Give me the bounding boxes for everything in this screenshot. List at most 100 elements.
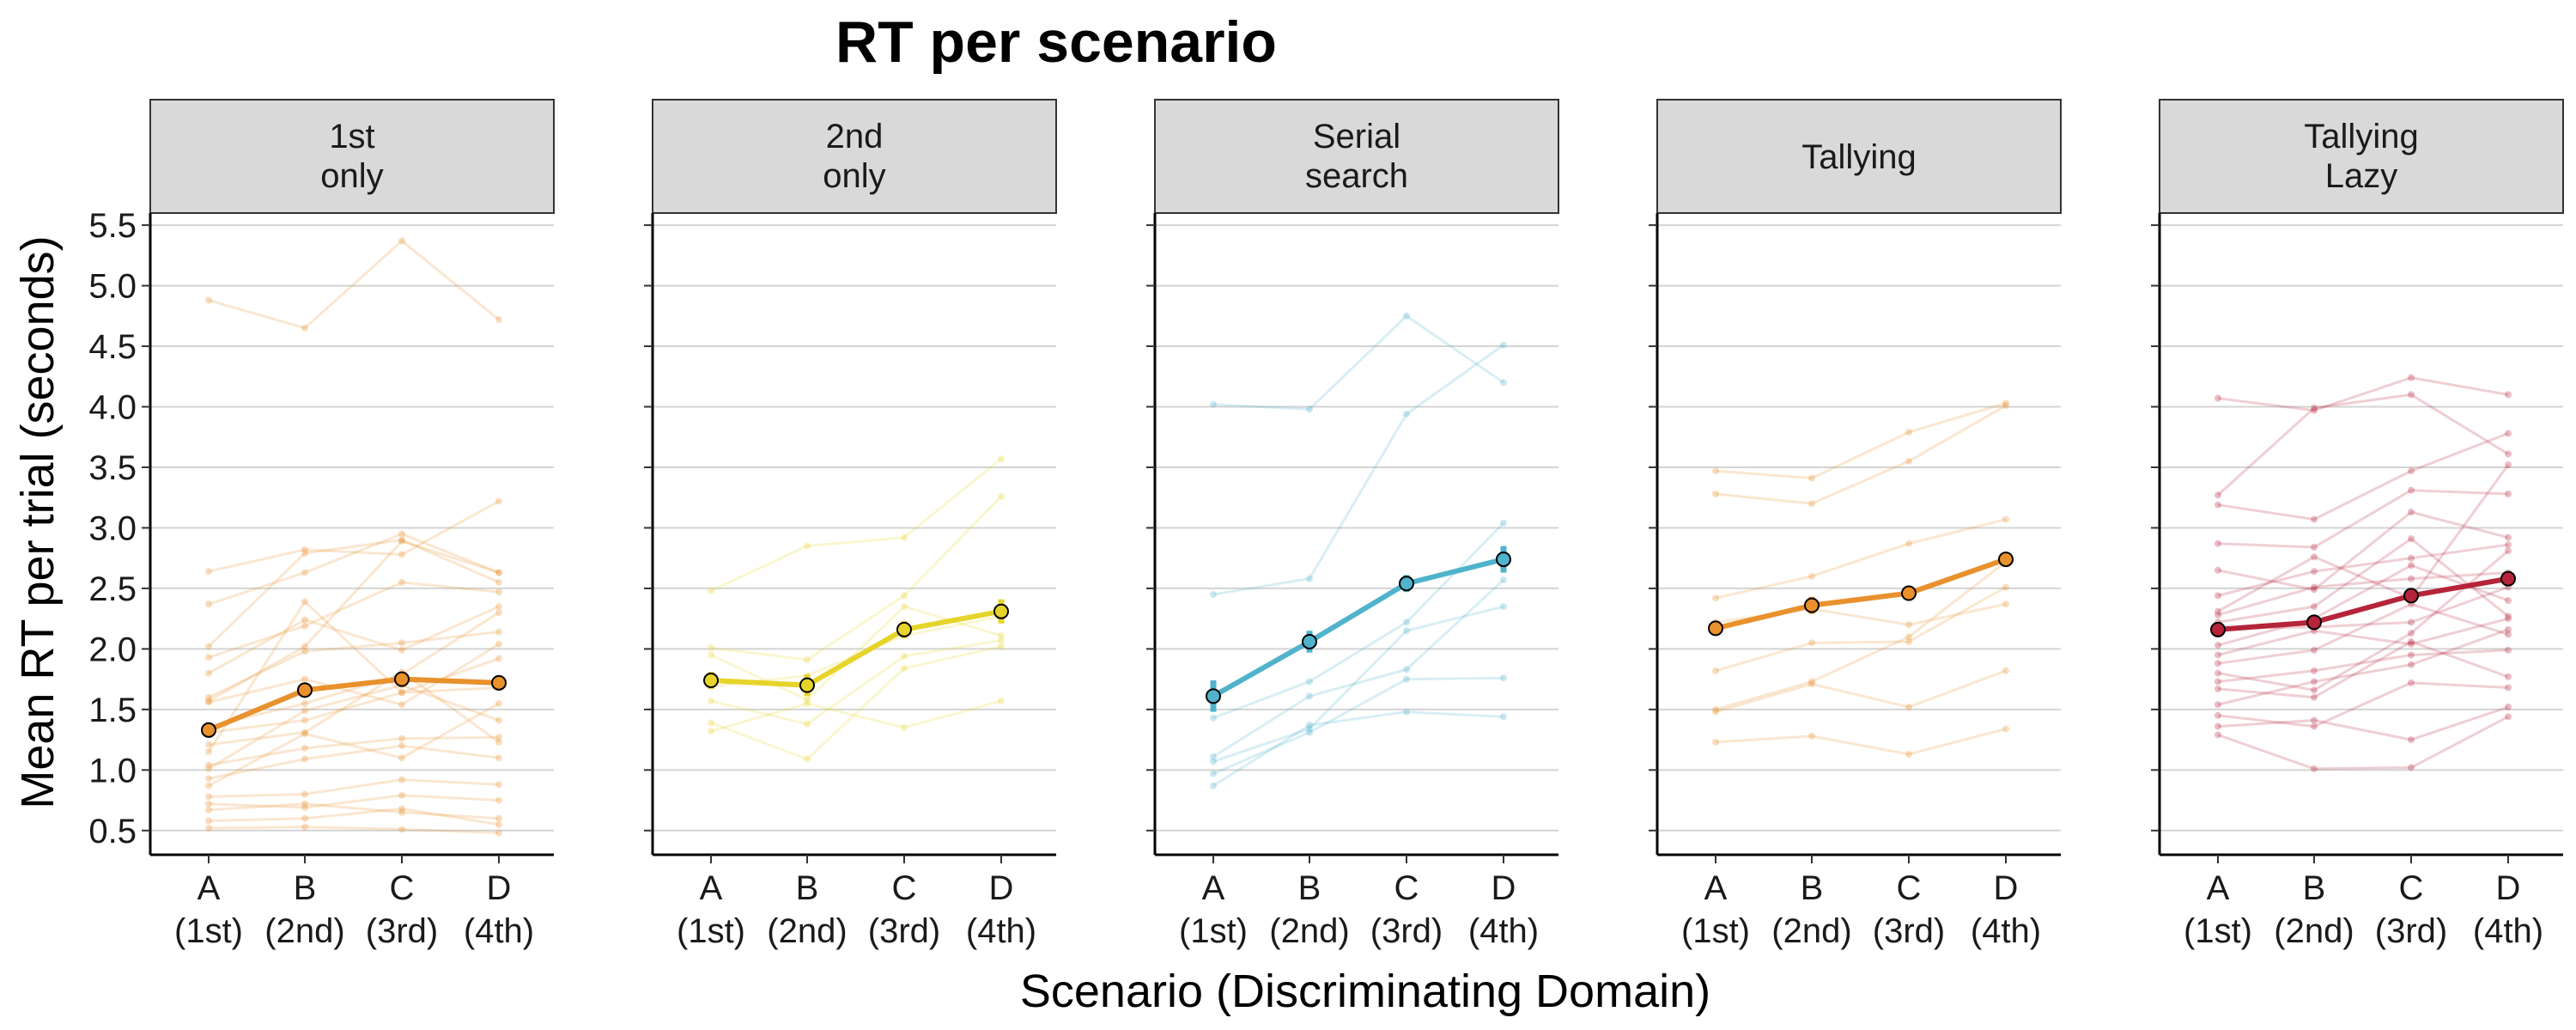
participant-line bbox=[208, 826, 500, 835]
participant-point bbox=[205, 748, 212, 756]
participant-point bbox=[398, 701, 405, 709]
mean-point bbox=[394, 671, 410, 687]
participant-point bbox=[301, 324, 308, 332]
participant-point bbox=[2505, 391, 2512, 399]
participant-point bbox=[1306, 692, 1313, 700]
text-line: Serial bbox=[1313, 118, 1400, 155]
participant-point bbox=[205, 643, 212, 650]
participant-point bbox=[2408, 736, 2415, 744]
y-tick-label: 4.0 bbox=[88, 389, 137, 427]
participant-line bbox=[2217, 649, 2509, 683]
facet-strip-label: Tallying Lazy bbox=[2304, 118, 2418, 195]
participant-point bbox=[205, 741, 212, 748]
participant-point bbox=[901, 664, 908, 672]
participant-point bbox=[1808, 678, 1815, 686]
participant-point bbox=[2505, 597, 2512, 605]
participant-point bbox=[495, 588, 502, 596]
participant-point bbox=[2002, 399, 2009, 407]
participant-line bbox=[2217, 564, 2509, 647]
participant-point bbox=[1306, 575, 1313, 582]
facet-panel-3: Serial search A (1st) B (2nd) C (3rd) D (4th) bbox=[1146, 99, 1559, 950]
participant-line bbox=[1715, 586, 2007, 673]
participant-point bbox=[205, 817, 212, 825]
participant-point bbox=[998, 631, 1005, 639]
participant-point bbox=[205, 669, 212, 677]
x-tick-label: C (3rd) bbox=[2375, 869, 2447, 950]
participant-point bbox=[301, 616, 308, 624]
text-line: 1st bbox=[329, 118, 374, 155]
x-tick-label: A (1st) bbox=[677, 869, 745, 950]
participant-point bbox=[2505, 461, 2512, 469]
text-line: C bbox=[1897, 869, 1922, 907]
x-tick-label: C (3rd) bbox=[1873, 869, 1945, 950]
text-line: (4th) bbox=[464, 912, 534, 950]
participant-line bbox=[1715, 404, 2007, 505]
participant-line bbox=[207, 539, 500, 648]
participant-point bbox=[998, 492, 1005, 500]
participant-line bbox=[208, 657, 500, 734]
mean-line bbox=[2217, 576, 2509, 632]
participant-point bbox=[398, 578, 405, 586]
text-line: Lazy bbox=[2325, 157, 2398, 195]
participant-point bbox=[2408, 651, 2415, 659]
participant-point bbox=[205, 296, 212, 304]
participant-point bbox=[301, 622, 308, 630]
participant-point bbox=[901, 533, 908, 541]
participant-line bbox=[710, 457, 1002, 593]
mean-point bbox=[1901, 585, 1917, 601]
participant-line bbox=[1212, 314, 1504, 411]
participant-point bbox=[1500, 341, 1507, 349]
mean-point bbox=[1399, 576, 1414, 592]
participant-point bbox=[2505, 631, 2512, 638]
participant-point bbox=[1500, 603, 1507, 611]
participant-point bbox=[2311, 603, 2318, 611]
text-line: B bbox=[2303, 869, 2326, 907]
facet-strip bbox=[149, 99, 555, 214]
facet-strip bbox=[1154, 99, 1559, 214]
text-line: (2nd) bbox=[1771, 912, 1851, 950]
participant-point bbox=[1306, 405, 1313, 413]
text-line: D bbox=[2496, 869, 2521, 907]
participant-point bbox=[1210, 400, 1217, 408]
participant-point bbox=[2215, 685, 2221, 692]
participant-point bbox=[2408, 467, 2415, 475]
x-tick-label: D (4th) bbox=[1468, 869, 1539, 950]
participant-point bbox=[1808, 732, 1815, 740]
mean-point bbox=[1708, 620, 1723, 637]
participant-line bbox=[1715, 401, 2007, 480]
participant-point bbox=[1500, 674, 1507, 682]
text-line: (4th) bbox=[2473, 912, 2543, 950]
participant-line bbox=[2217, 617, 2509, 656]
participant-point bbox=[1210, 770, 1217, 777]
mean-point bbox=[297, 682, 313, 698]
participant-point bbox=[2408, 535, 2415, 543]
participant-point bbox=[708, 587, 714, 594]
participant-point bbox=[398, 734, 405, 742]
participant-line bbox=[208, 239, 500, 330]
participant-point bbox=[205, 765, 212, 772]
participant-point bbox=[2311, 406, 2318, 414]
participant-line bbox=[2217, 376, 2509, 412]
facet-panel-1: 1st only 0.5 1.0 1.5 2.0 2.5 3.0 3.5 4.0 4.5 5.0 5.5… bbox=[88, 99, 555, 950]
text-line: (1st) bbox=[2184, 912, 2252, 950]
participant-point bbox=[1210, 753, 1217, 760]
participant-point bbox=[2215, 592, 2221, 600]
mean-point bbox=[1998, 552, 2014, 568]
participant-point bbox=[301, 699, 308, 707]
participant-point bbox=[398, 808, 405, 816]
participant-point bbox=[398, 689, 405, 697]
participant-point bbox=[398, 826, 405, 833]
text-line: (4th) bbox=[1468, 912, 1539, 950]
participant-point bbox=[901, 652, 908, 660]
participant-point bbox=[2311, 686, 2318, 694]
text-line: (2nd) bbox=[2274, 912, 2354, 950]
participant-point bbox=[2311, 515, 2318, 523]
participant-point bbox=[495, 814, 502, 822]
participant-point bbox=[901, 724, 908, 732]
participant-point bbox=[495, 609, 502, 617]
participant-point bbox=[901, 592, 908, 600]
participant-point bbox=[804, 542, 811, 550]
participant-line bbox=[710, 495, 1003, 661]
participant-point bbox=[2505, 533, 2512, 541]
participant-line bbox=[2217, 715, 2509, 771]
